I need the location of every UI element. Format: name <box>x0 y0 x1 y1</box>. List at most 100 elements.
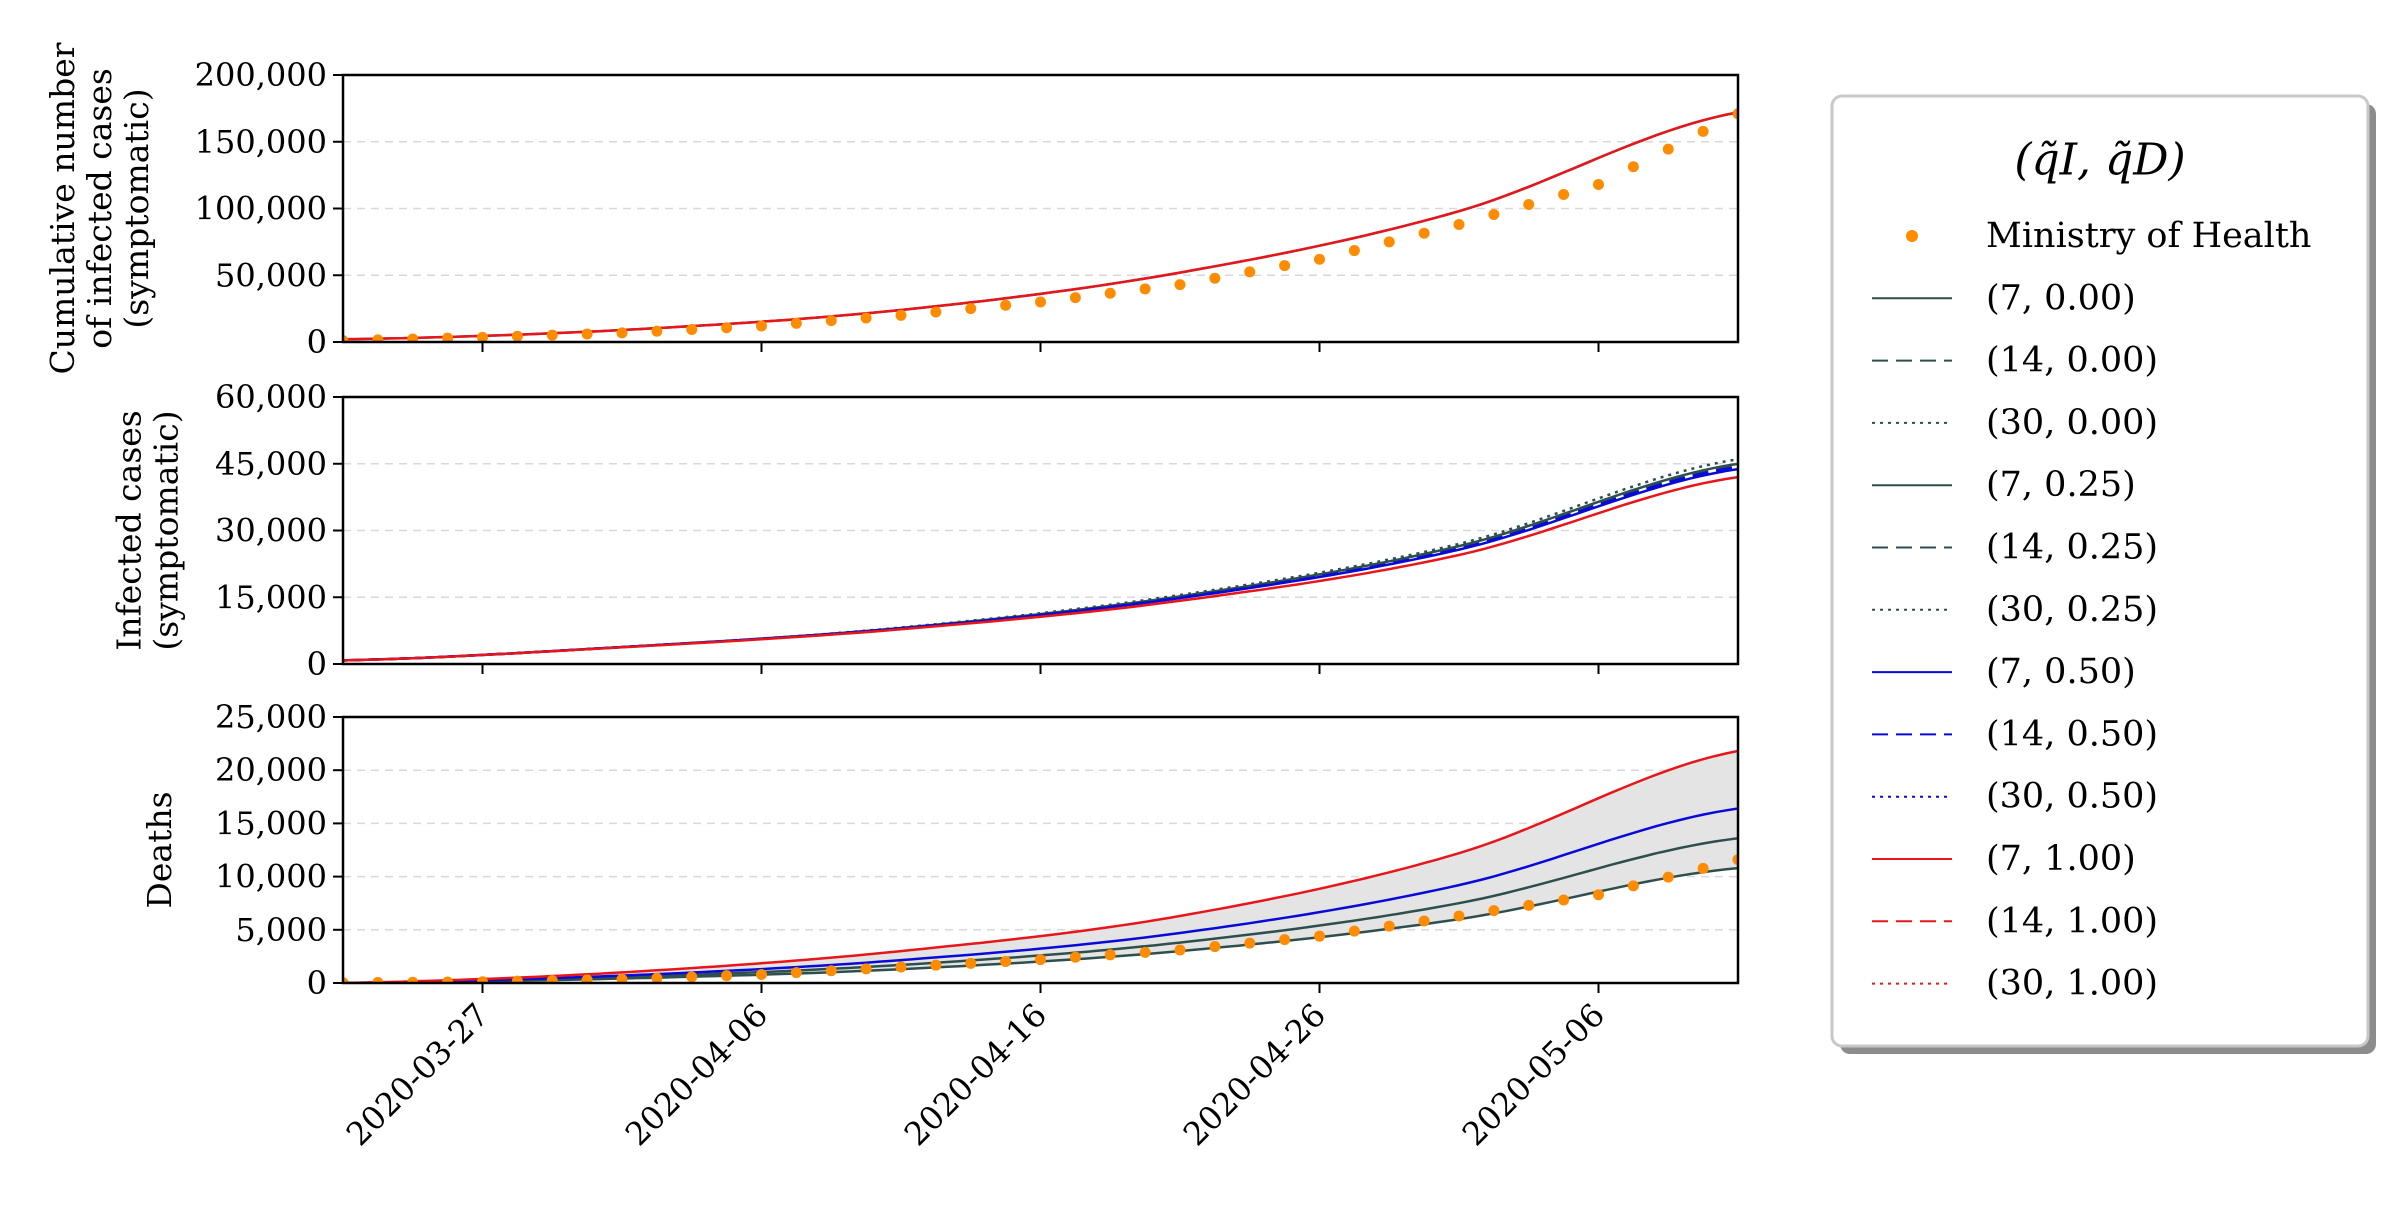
observed-point <box>1209 941 1221 953</box>
observed-point <box>1244 266 1256 278</box>
observed-point <box>756 320 767 332</box>
legend-entry: (14, 0.00) <box>1872 341 2158 381</box>
observed-point <box>343 977 349 983</box>
observed-point <box>965 303 977 315</box>
observed-point <box>1453 910 1465 922</box>
legend-label: (30, 1.00) <box>1986 964 2158 1004</box>
y-tick-label: 0 <box>307 645 327 683</box>
y-tick-label: 15,000 <box>215 578 327 616</box>
series-line <box>343 749 1738 983</box>
observed-point <box>1279 260 1291 272</box>
legend-entry: (30, 0.00) <box>1872 403 2158 443</box>
y-axis-label-line: (symptomatic) <box>147 410 186 650</box>
observed-point <box>1488 209 1500 221</box>
y-axis-label-line: Deaths <box>140 791 179 908</box>
observed-point <box>860 312 872 324</box>
legend-label: (7, 0.50) <box>1986 652 2136 692</box>
y-tick-label: 200,000 <box>195 56 327 94</box>
legend-label: (14, 1.00) <box>1986 901 2158 941</box>
observed-point <box>651 972 663 983</box>
y-tick-label: 60,000 <box>215 378 327 416</box>
observed-point <box>372 977 384 983</box>
legend-entries: Ministry of Health (7, 0.00) (14, 0.00) (30… <box>1872 216 2311 1004</box>
legend-entry: (14, 0.25) <box>1872 528 2158 568</box>
observed-point <box>1383 920 1395 932</box>
x-tick-label: 2020-04-16 <box>897 996 1054 1153</box>
legend-label: (30, 0.00) <box>1986 403 2158 443</box>
legend-entry: (7, 0.25) <box>1872 465 2136 505</box>
legend-entry: (30, 1.00) <box>1872 964 2158 1004</box>
observed-point <box>790 967 802 979</box>
observed-point <box>1453 219 1465 231</box>
legend-label: (7, 0.00) <box>1986 278 2136 318</box>
observed-point <box>1488 905 1500 917</box>
observed-point <box>930 306 942 318</box>
observed-point <box>1000 299 1012 311</box>
observed-point <box>1662 143 1674 155</box>
observed-point <box>1314 253 1325 265</box>
observed-point <box>1000 955 1012 967</box>
observed-point <box>1139 283 1151 295</box>
plot-area <box>343 108 1738 342</box>
observed-point <box>442 332 454 342</box>
observed-point <box>407 333 419 342</box>
observed-point <box>1069 292 1081 304</box>
observed-point <box>1593 178 1604 190</box>
series-line <box>343 475 1738 662</box>
legend-label: (14, 0.00) <box>1986 341 2158 381</box>
legend-label: (30, 0.25) <box>1986 590 2158 630</box>
x-tick-label: 2020-05-06 <box>1455 996 1612 1153</box>
legend-marker <box>1906 230 1918 242</box>
observed-point <box>1279 934 1291 946</box>
observed-point <box>1035 954 1046 966</box>
observed-point <box>1627 161 1639 173</box>
y-tick-label: 50,000 <box>215 256 327 294</box>
y-axis-label: Infected cases(symptomatic) <box>110 410 186 650</box>
legend-title: (q̃I, q̃D) <box>2014 135 2185 186</box>
panel-3: 0 5,000 10,000 15,000 20,000 25,000 2020-03-27… <box>140 698 1740 1153</box>
legend-entry: (30, 0.25) <box>1872 590 2158 630</box>
legend-entry: Ministry of Health <box>1906 216 2311 256</box>
observed-point <box>825 965 837 977</box>
observed-point <box>372 334 384 342</box>
axes-frame <box>341 715 1740 985</box>
observed-point <box>1418 227 1430 239</box>
observed-point <box>686 971 698 983</box>
y-tick-label: 10,000 <box>215 858 327 896</box>
observed-point <box>1697 862 1709 874</box>
observed-point <box>343 335 349 342</box>
y-axis-label: Deaths <box>140 791 179 908</box>
observed-point <box>581 974 593 983</box>
observed-point <box>477 331 488 342</box>
observed-point <box>965 957 977 969</box>
series-line <box>343 462 1738 662</box>
series-line <box>343 465 1738 662</box>
y-tick-label: 100,000 <box>195 190 327 228</box>
observed-point <box>651 325 663 337</box>
observed-point <box>1697 125 1709 137</box>
series-line <box>343 464 1738 662</box>
observed-point <box>581 328 593 340</box>
observed-point <box>407 976 419 983</box>
observed-point <box>1104 949 1116 961</box>
observed-point <box>930 959 942 971</box>
series-line <box>343 111 1738 341</box>
y-tick-label: 20,000 <box>215 751 327 789</box>
observed-point <box>860 963 872 975</box>
legend-entry: (14, 1.00) <box>1872 901 2158 941</box>
observed-point <box>1558 188 1570 200</box>
observed-point <box>1174 279 1186 291</box>
legend-entry: (7, 0.00) <box>1872 278 2136 318</box>
y-tick-label: 0 <box>307 964 327 1002</box>
observed-point <box>1139 946 1151 958</box>
series-line <box>343 467 1738 662</box>
legend-entry: (14, 0.50) <box>1872 714 2158 754</box>
observed-point <box>1314 930 1325 942</box>
legend-label: (30, 0.50) <box>1986 777 2158 817</box>
y-tick-label: 30,000 <box>215 512 327 550</box>
observed-point <box>511 330 523 342</box>
observed-point <box>1593 889 1604 901</box>
y-axis-label-line: Cumulative number <box>43 42 82 374</box>
legend-label: Ministry of Health <box>1986 216 2311 256</box>
